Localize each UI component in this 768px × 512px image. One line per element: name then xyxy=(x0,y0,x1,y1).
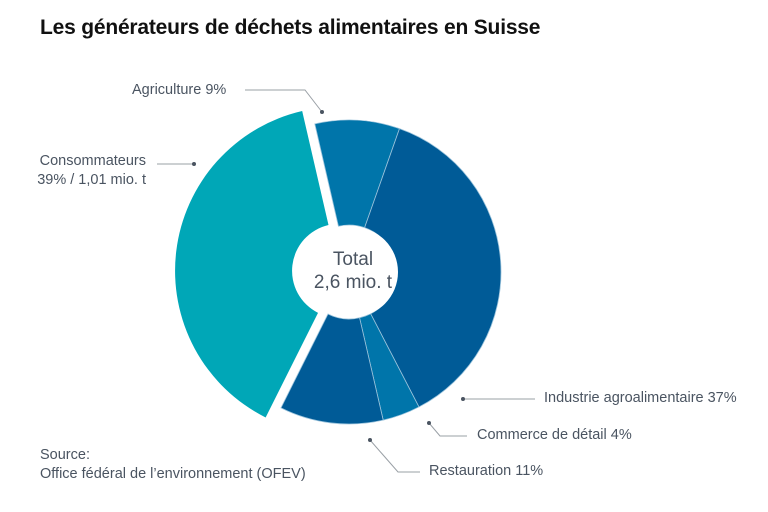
dot-restauration xyxy=(368,438,372,442)
leader-lines xyxy=(157,89,535,473)
label-restauration: Restauration 11% xyxy=(429,463,544,479)
source-heading: Source: xyxy=(40,447,90,463)
label-consommateurs-value: 39% / 1,01 mio. t xyxy=(37,172,146,188)
donut-center-label: Total 2,6 mio. t xyxy=(298,248,408,294)
dot-commerce xyxy=(427,421,431,425)
dot-industrie xyxy=(461,397,465,401)
leader-agriculture xyxy=(245,89,323,113)
total-value: 2,6 mio. t xyxy=(313,272,393,293)
leader-dots xyxy=(192,110,465,442)
label-industrie: Industrie agroalimentaire 37% xyxy=(544,390,737,406)
source-text: Office fédéral de l’environnement (OFEV) xyxy=(40,466,306,482)
label-consommateurs-name: Consommateurs xyxy=(39,153,146,169)
label-consommateurs: Consommateurs 39% / 1,01 mio. t xyxy=(30,152,146,190)
slice-consommateurs xyxy=(175,111,329,418)
dot-consommateurs xyxy=(192,162,196,166)
dot-agriculture xyxy=(320,110,324,114)
donut-hole xyxy=(308,227,398,317)
leader-restauration xyxy=(369,439,420,473)
chart-title: Les générateurs de déchets alimentaires … xyxy=(40,16,541,39)
label-agriculture: Agriculture 9% xyxy=(132,82,227,98)
slice-restauration xyxy=(280,313,384,425)
total-label: Total xyxy=(332,249,374,270)
leader-commerce xyxy=(428,422,467,437)
source-note: Source: Office fédéral de l’environnemen… xyxy=(40,446,306,484)
label-commerce: Commerce de détail 4% xyxy=(477,427,632,443)
